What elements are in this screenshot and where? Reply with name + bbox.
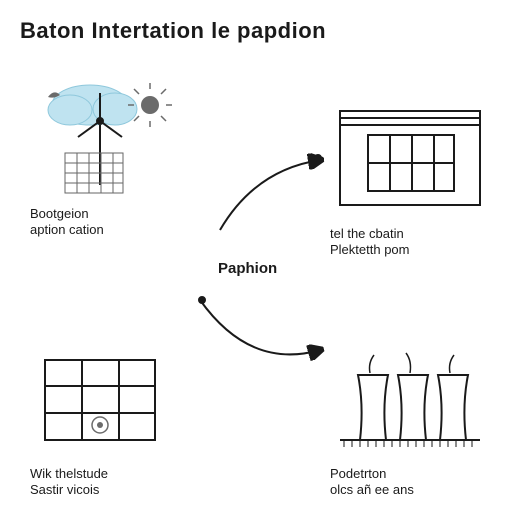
- center-label: Paphion: [218, 260, 277, 277]
- wind-turbine-icon: [30, 80, 190, 200]
- arrow-top: [200, 130, 340, 250]
- caption-bottom-right: Podetrton olcs añ ee ans: [330, 466, 512, 499]
- diagram-title: Baton Intertation le papdion: [20, 18, 326, 44]
- arrow-bottom: [180, 280, 340, 390]
- caption-bottom-left: Wik thelstude Sastir vicois: [30, 466, 230, 499]
- cooling-towers-icon: [330, 340, 490, 460]
- solar-panel-icon: [30, 340, 190, 460]
- quadrant-top-right: tel the cbatin Plektetth pom: [330, 100, 512, 259]
- caption-top-right: tel the cbatin Plektetth pom: [330, 226, 512, 259]
- quadrant-bottom-right: Podetrton olcs añ ee ans: [330, 340, 512, 499]
- office-building-icon: [330, 100, 490, 220]
